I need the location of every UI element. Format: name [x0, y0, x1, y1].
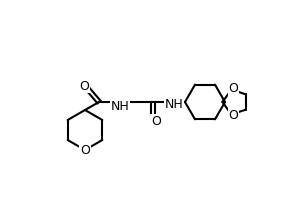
Text: O: O: [80, 144, 90, 156]
Text: O: O: [228, 109, 238, 122]
Text: O: O: [228, 82, 238, 95]
Text: O: O: [79, 80, 89, 92]
Text: O: O: [151, 114, 161, 128]
Text: NH: NH: [165, 98, 183, 110]
Text: NH: NH: [111, 100, 129, 112]
